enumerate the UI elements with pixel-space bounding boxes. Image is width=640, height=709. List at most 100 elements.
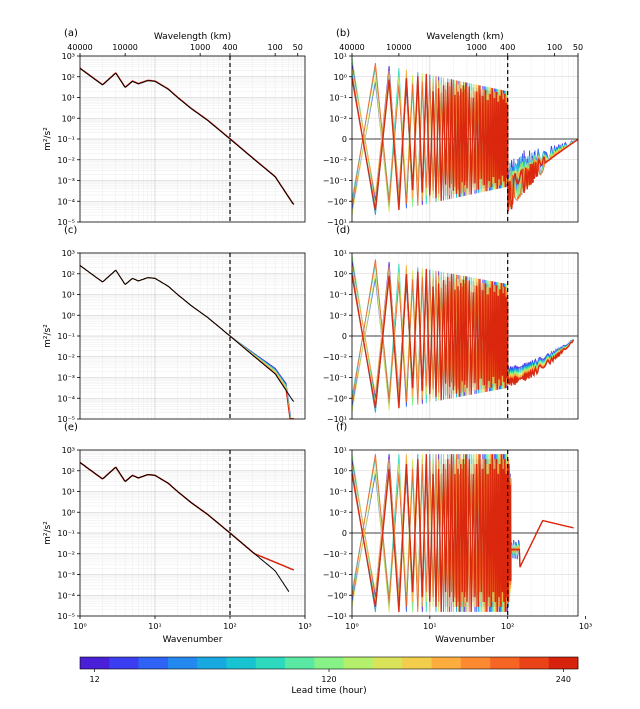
top-tick-label: 10000 xyxy=(386,43,411,52)
colorbar-segment xyxy=(109,657,139,669)
x-tick-label: 10¹ xyxy=(148,622,161,631)
colorbar-segment xyxy=(314,657,344,669)
x-axis-label: Wavenumber xyxy=(163,635,223,645)
y-tick-label: 10³ xyxy=(62,446,75,455)
panel-e: 10³ 10² 10¹ 10⁰ 10⁻¹ 10⁻² 10⁻³ 10⁻⁴ 10⁻⁵ m²/s² xyxy=(43,446,306,621)
top-tick-label: 1000 xyxy=(467,43,487,52)
y-tick-label: 10⁻¹ xyxy=(329,488,347,497)
colorbar-tick-label: 120 xyxy=(321,675,336,684)
top-axis-label: Wavelength (km) xyxy=(154,32,231,42)
panel-c: 10³ 10² 10¹ 10⁰ 10⁻¹ 10⁻² 10⁻³ 10⁻⁴ 10⁻⁵ m²/s² xyxy=(43,249,306,424)
colorbar-segment xyxy=(460,657,491,669)
colorbar-segment xyxy=(226,657,257,669)
y-tick-label: 10⁻¹ xyxy=(329,291,347,300)
y-tick-label: −10¹ xyxy=(327,612,347,621)
panel-label: (b) xyxy=(336,28,350,39)
x-axis-label: Wavenumber xyxy=(435,635,495,645)
y-tick-label: 10⁻² xyxy=(329,508,347,517)
x-tick-label: 10⁰ xyxy=(345,622,358,631)
y-tick-label: −10¹ xyxy=(327,218,347,227)
y-tick-label: 0 xyxy=(342,332,347,341)
x-tick-label: 10⁰ xyxy=(73,622,86,631)
x-tick-label: 10² xyxy=(501,622,514,631)
y-tick-label: 10⁻² xyxy=(57,353,75,362)
truth-curve xyxy=(79,462,290,592)
y-tick-label: −10⁻² xyxy=(323,156,347,165)
colorbar-segment xyxy=(255,657,286,669)
top-tick-label: 100 xyxy=(547,43,562,52)
y-tick-label: −10⁰ xyxy=(327,591,347,600)
y-tick-label: 10¹ xyxy=(62,291,75,300)
colorbar-label: Lead time (hour) xyxy=(291,686,366,696)
y-tick-label: 10⁻⁵ xyxy=(57,218,75,227)
x-tick-label: 10³ xyxy=(298,622,311,631)
y-tick-label: 10⁻⁴ xyxy=(57,394,75,403)
y-tick-label: 10⁻² xyxy=(329,311,347,320)
y-tick-label: 10⁻¹ xyxy=(57,135,75,144)
top-tick-label: 50 xyxy=(293,43,303,52)
lead-curve xyxy=(351,454,574,612)
y-tick-label: 10¹ xyxy=(334,52,347,61)
y-tick-label: −10⁰ xyxy=(327,394,347,403)
top-tick-label: 100 xyxy=(268,43,283,52)
colorbar-segment xyxy=(197,657,227,669)
truth-curve xyxy=(79,68,295,205)
y-tick-label: 10⁰ xyxy=(62,311,75,320)
y-tick-label: 10⁻⁵ xyxy=(57,415,75,424)
y-tick-label: −10⁻¹ xyxy=(323,571,347,580)
top-tick-label: 400 xyxy=(222,43,237,52)
y-tick-label: 10⁻⁴ xyxy=(57,591,75,600)
y-tick-label: −10⁻¹ xyxy=(323,374,347,383)
top-tick-label: 10000 xyxy=(112,43,137,52)
y-tick-label: 10⁻³ xyxy=(57,177,75,186)
colorbar-tick-label: 12 xyxy=(90,675,100,684)
panel-b: 10¹ 10⁰ 10⁻¹ 10⁻² 0 −10⁻² −10⁻¹ −10⁰ −10¹ xyxy=(323,52,579,227)
colorbar-tick-label: 240 xyxy=(556,675,571,684)
y-tick-label: 10⁻⁴ xyxy=(57,197,75,206)
y-tick-label: 10¹ xyxy=(334,446,347,455)
colorbar-segment xyxy=(402,657,432,669)
colorbar-segment xyxy=(167,657,198,669)
top-axis-label: Wavelength (km) xyxy=(426,32,503,42)
y-tick-label: 10³ xyxy=(62,52,75,61)
y-tick-label: 10⁻³ xyxy=(57,571,75,580)
y-tick-label: 10⁻² xyxy=(57,156,75,165)
y-tick-label: 10⁻¹ xyxy=(329,94,347,103)
top-tick-label: 1000 xyxy=(190,43,210,52)
panel-label: (f) xyxy=(336,422,347,433)
y-tick-label: 10¹ xyxy=(62,488,75,497)
panel-label: (e) xyxy=(64,422,78,433)
y-tick-label: 10¹ xyxy=(62,94,75,103)
y-tick-label: 10⁻¹ xyxy=(57,332,75,341)
panel-d: 10¹ 10⁰ 10⁻¹ 10⁻² 0 −10⁻² −10⁻¹ −10⁰ −10¹ xyxy=(323,249,579,424)
colorbar-segment xyxy=(548,657,579,669)
y-tick-label: −10⁻¹ xyxy=(323,177,347,186)
y-tick-label: 10⁻² xyxy=(57,550,75,559)
panel-label: (d) xyxy=(336,225,350,236)
panel-label: (c) xyxy=(64,225,77,236)
truth-curve xyxy=(79,265,295,402)
y-tick-label: 0 xyxy=(342,529,347,538)
colorbar-segment xyxy=(343,657,374,669)
y-tick-label: 10⁻² xyxy=(329,114,347,123)
y-tick-label: −10⁻² xyxy=(323,353,347,362)
y-tick-label: 0 xyxy=(342,135,347,144)
y-tick-label: 10² xyxy=(62,73,75,82)
x-tick-label: 10¹ xyxy=(423,622,436,631)
colorbar-segment xyxy=(138,657,169,669)
colorbar-segment xyxy=(431,657,462,669)
x-tick-label: 10³ xyxy=(579,622,592,631)
y-tick-label: 10⁻¹ xyxy=(57,529,75,538)
colorbar-segment xyxy=(372,657,403,669)
y-tick-label: 10⁰ xyxy=(62,508,75,517)
y-tick-label: −10¹ xyxy=(327,415,347,424)
y-axis-label: m²/s² xyxy=(43,127,53,151)
colorbar-segment xyxy=(490,657,520,669)
y-tick-label: 10⁻³ xyxy=(57,374,75,383)
colorbar-segment xyxy=(519,657,550,669)
lead-curve xyxy=(351,73,579,212)
y-tick-label: 10⁻⁵ xyxy=(57,612,75,621)
panel-f: 10¹ 10⁰ 10⁻¹ 10⁻² 0 −10⁻² −10⁻¹ −10⁰ −10¹ xyxy=(323,446,579,621)
y-tick-label: 10² xyxy=(62,270,75,279)
